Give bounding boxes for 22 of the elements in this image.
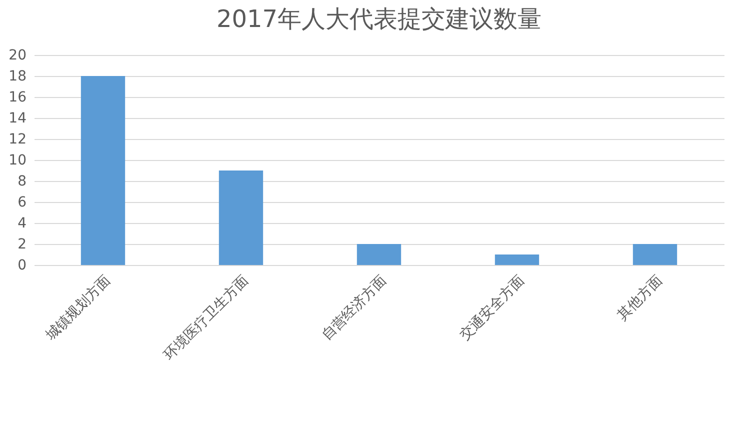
x-tick-label: 自营经济方面 (318, 272, 390, 344)
bar (218, 170, 264, 265)
y-tick-label: 6 (18, 194, 27, 210)
bar (80, 76, 126, 265)
x-tick-label: 环境医疗卫生方面 (161, 272, 252, 364)
bar (494, 254, 540, 265)
y-tick-label: 18 (8, 68, 26, 84)
y-tick-label: 2 (18, 236, 26, 252)
y-tick-label: 4 (18, 216, 27, 232)
y-tick-label: 10 (8, 152, 26, 168)
x-tick-label: 交通安全方面 (456, 272, 528, 344)
y-tick-label: 8 (18, 174, 26, 190)
x-tick-label: 其他方面 (614, 272, 666, 324)
y-tick-label: 14 (8, 110, 27, 126)
y-tick-label: 20 (8, 48, 26, 64)
y-tick-label: 12 (8, 132, 26, 148)
x-tick-label: 城镇规划方面 (42, 272, 114, 344)
bar (356, 244, 402, 265)
y-tick-label: 16 (8, 90, 27, 106)
bar (632, 244, 678, 265)
chart-title: 2017年人大代表提交建议数量 (216, 5, 542, 33)
y-tick-label: 0 (18, 258, 26, 274)
